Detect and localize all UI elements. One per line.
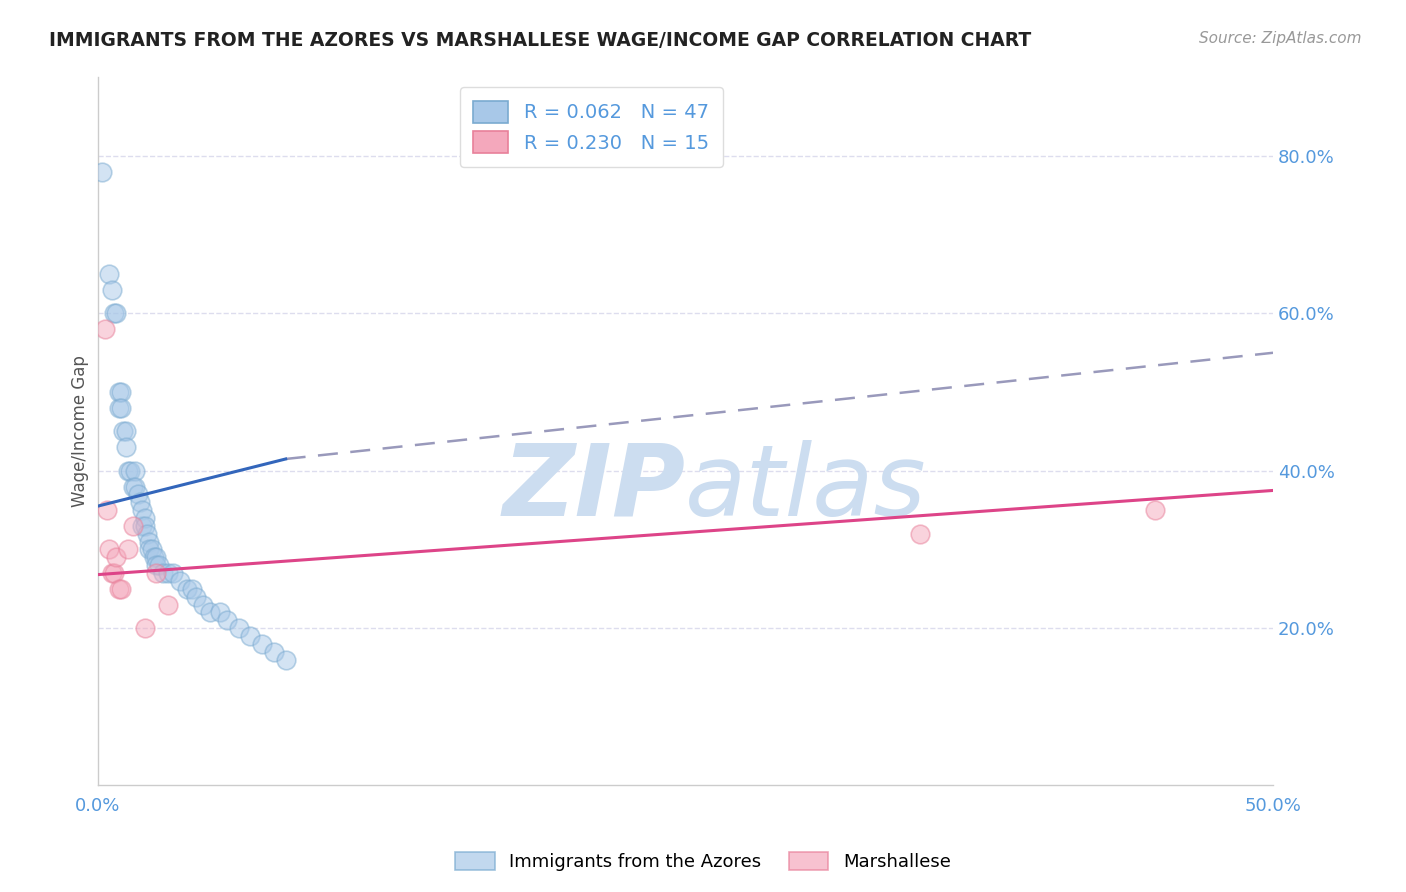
- Point: [157, 566, 180, 580]
- Text: ZIP: ZIP: [502, 440, 685, 537]
- Point: [100, 566, 122, 580]
- Y-axis label: Wage/Income Gap: Wage/Income Gap: [72, 356, 89, 508]
- Point: [176, 582, 198, 596]
- Point: [228, 621, 250, 635]
- Point: [103, 566, 125, 580]
- Point: [134, 621, 156, 635]
- Point: [105, 306, 128, 320]
- Point: [98, 542, 121, 557]
- Point: [114, 440, 136, 454]
- Text: Source: ZipAtlas.com: Source: ZipAtlas.com: [1198, 31, 1361, 46]
- Point: [124, 479, 146, 493]
- Point: [98, 267, 121, 281]
- Point: [138, 542, 160, 557]
- Point: [110, 401, 132, 415]
- Text: atlas: atlas: [685, 440, 927, 537]
- Point: [169, 574, 191, 588]
- Point: [91, 165, 114, 179]
- Point: [121, 479, 143, 493]
- Point: [148, 558, 170, 573]
- Point: [145, 566, 167, 580]
- Point: [162, 566, 184, 580]
- Point: [910, 526, 932, 541]
- Point: [134, 519, 156, 533]
- Point: [145, 558, 167, 573]
- Point: [263, 645, 285, 659]
- Point: [1144, 503, 1167, 517]
- Legend: Immigrants from the Azores, Marshallese: Immigrants from the Azores, Marshallese: [449, 845, 957, 879]
- Point: [105, 550, 128, 565]
- Point: [134, 511, 156, 525]
- Point: [103, 306, 125, 320]
- Point: [193, 598, 215, 612]
- Point: [152, 566, 174, 580]
- Point: [93, 322, 115, 336]
- Point: [117, 542, 139, 557]
- Point: [180, 582, 202, 596]
- Point: [112, 425, 135, 439]
- Point: [143, 550, 166, 565]
- Point: [96, 503, 118, 517]
- Point: [107, 582, 129, 596]
- Point: [136, 526, 159, 541]
- Point: [141, 542, 163, 557]
- Point: [239, 629, 262, 643]
- Point: [110, 582, 132, 596]
- Point: [107, 401, 129, 415]
- Point: [124, 464, 146, 478]
- Point: [138, 534, 160, 549]
- Point: [100, 283, 122, 297]
- Point: [200, 606, 222, 620]
- Point: [215, 613, 238, 627]
- Point: [128, 495, 150, 509]
- Point: [157, 598, 180, 612]
- Point: [186, 590, 208, 604]
- Point: [110, 385, 132, 400]
- Point: [114, 425, 136, 439]
- Legend: R = 0.062   N = 47, R = 0.230   N = 15: R = 0.062 N = 47, R = 0.230 N = 15: [460, 87, 723, 167]
- Point: [274, 652, 297, 666]
- Point: [107, 385, 129, 400]
- Point: [117, 464, 139, 478]
- Point: [131, 503, 153, 517]
- Point: [127, 487, 149, 501]
- Point: [131, 519, 153, 533]
- Point: [250, 637, 273, 651]
- Point: [145, 550, 167, 565]
- Text: IMMIGRANTS FROM THE AZORES VS MARSHALLESE WAGE/INCOME GAP CORRELATION CHART: IMMIGRANTS FROM THE AZORES VS MARSHALLES…: [49, 31, 1032, 50]
- Point: [120, 464, 142, 478]
- Point: [121, 519, 143, 533]
- Point: [208, 606, 231, 620]
